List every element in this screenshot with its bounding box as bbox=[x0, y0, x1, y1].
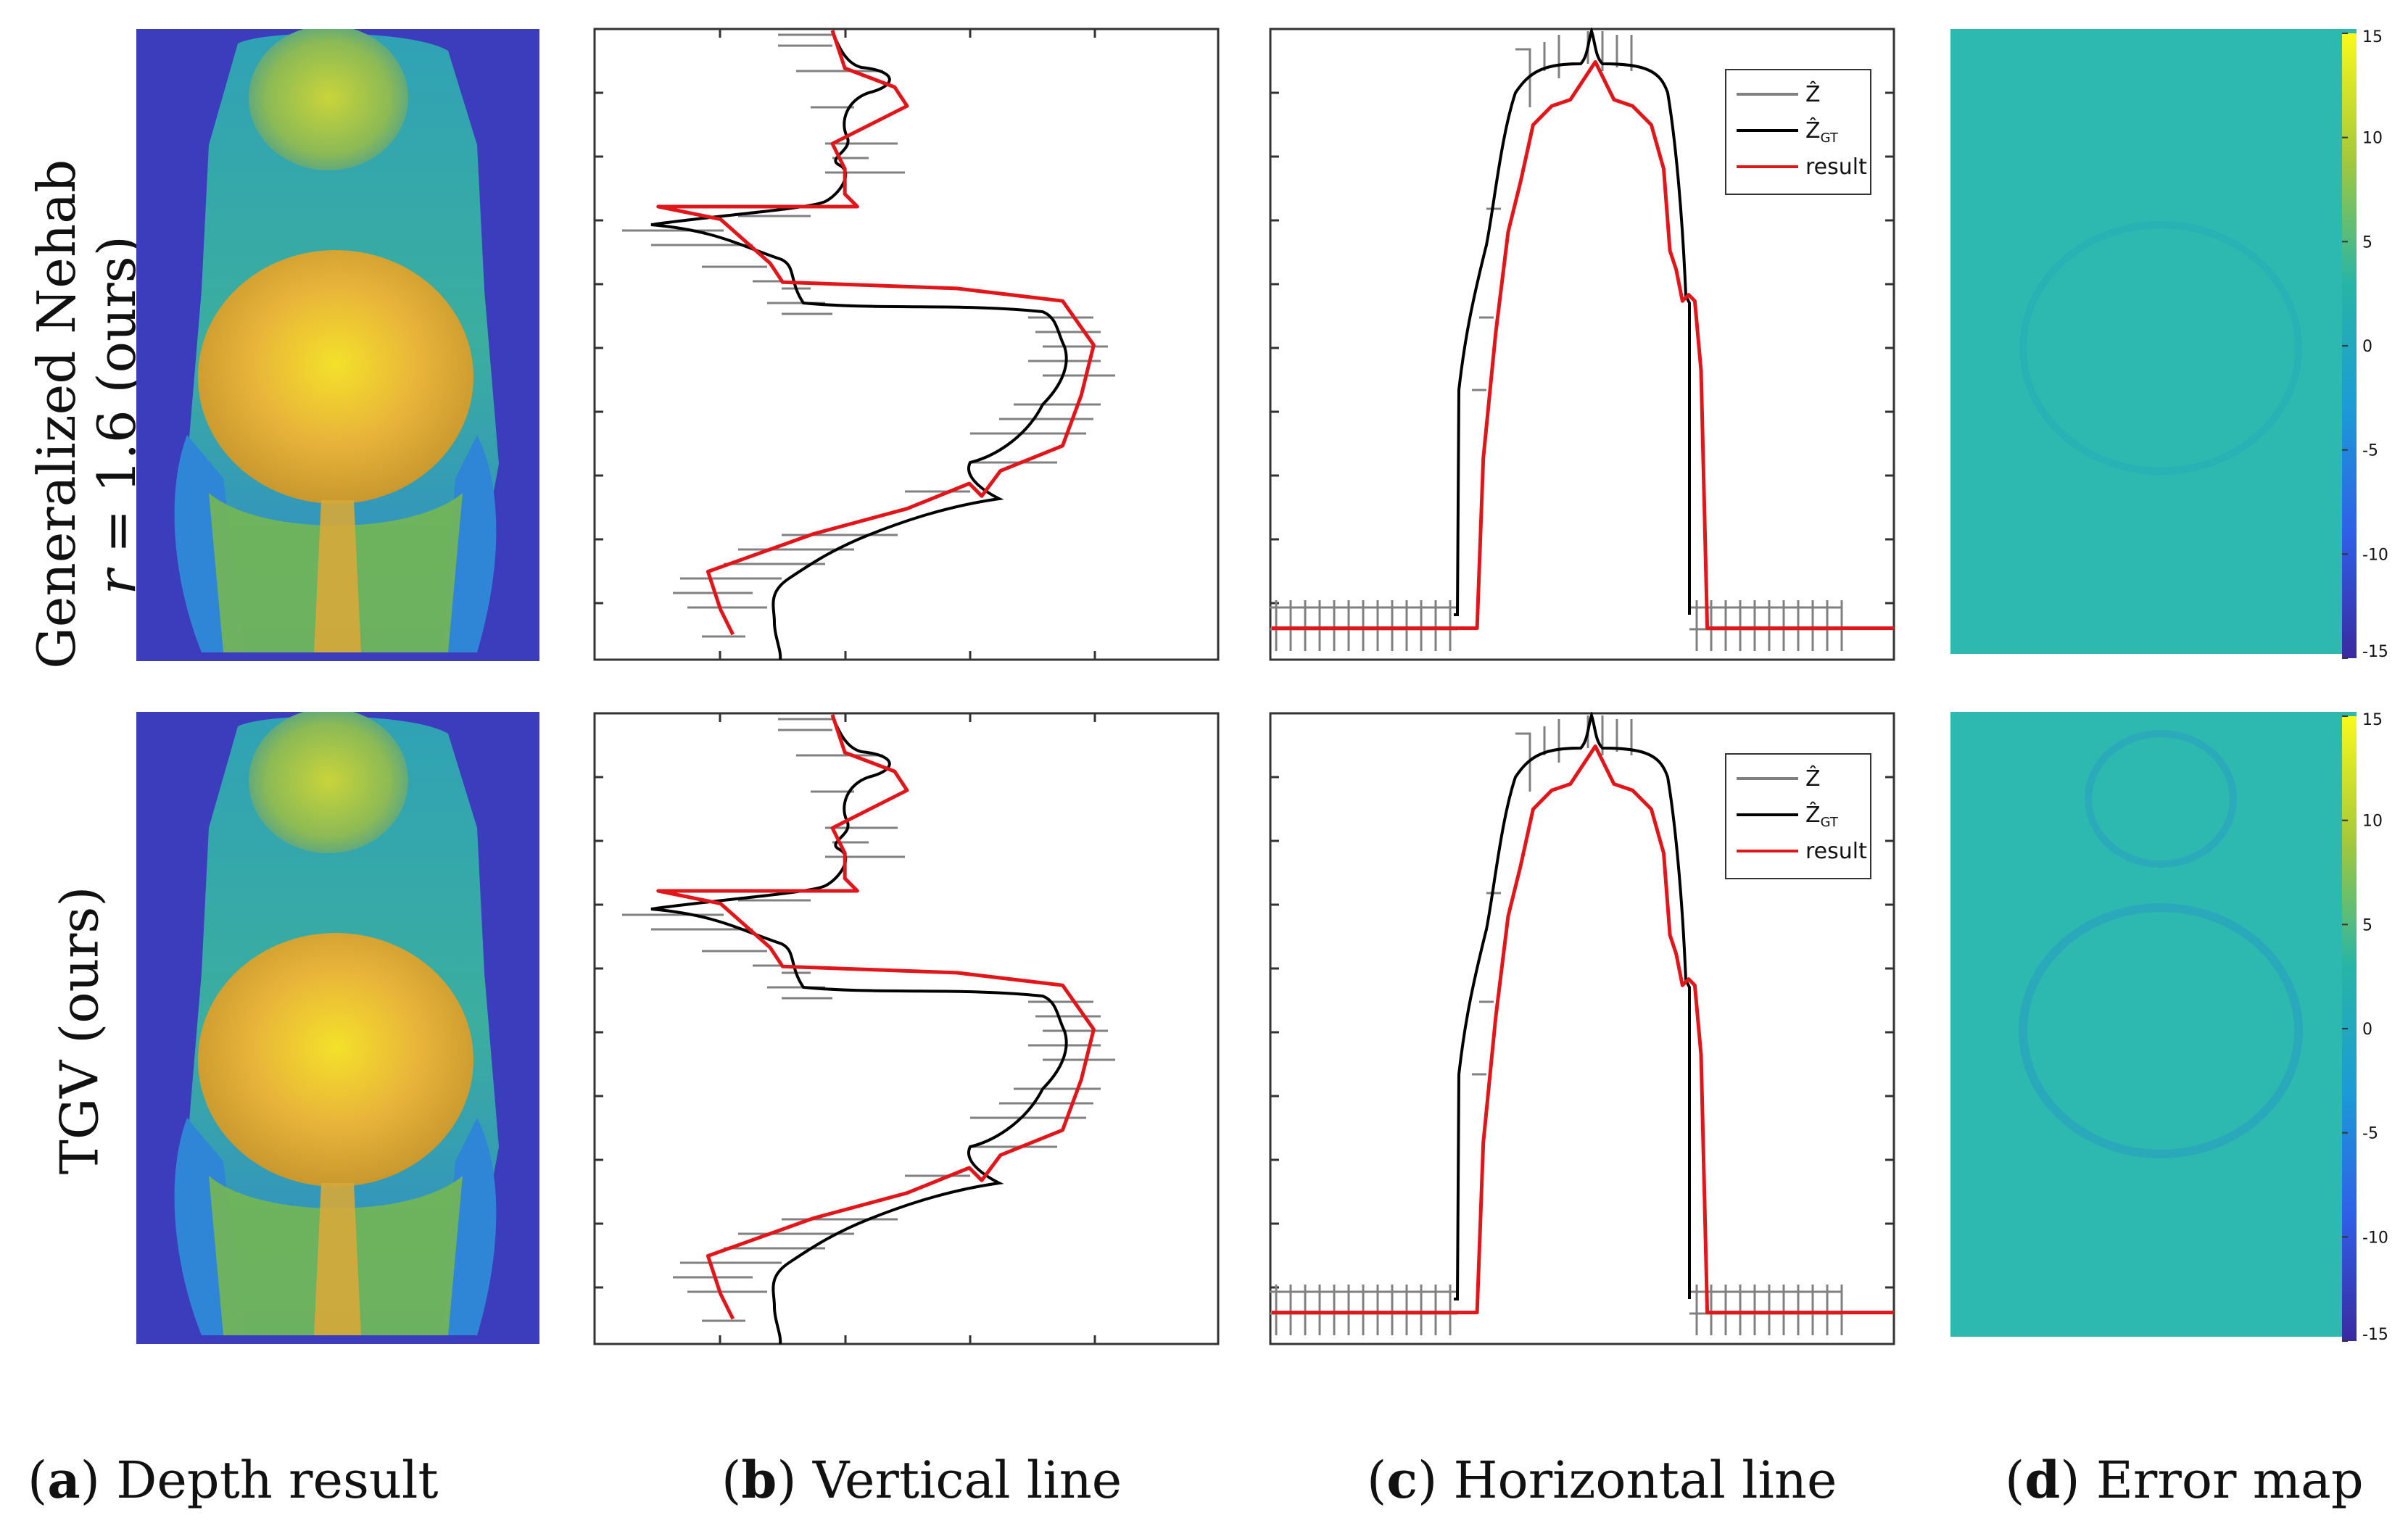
caption-d: (d) Error map bbox=[2005, 1450, 2364, 1510]
colorbar-tick-label: 10 bbox=[2362, 130, 2383, 148]
colorbar-tick-label: 15 bbox=[2362, 712, 2383, 729]
legend-label-result: result bbox=[1805, 839, 1867, 864]
statue-belly bbox=[198, 933, 473, 1187]
colorbar-tick-label: 15 bbox=[2362, 29, 2383, 46]
colorbar-tick-label: 5 bbox=[2362, 916, 2372, 934]
series-gt bbox=[1454, 712, 1691, 1300]
colorbar-tick-label: 0 bbox=[2362, 1021, 2372, 1039]
y-ticks bbox=[1270, 91, 1894, 605]
error-map-texture bbox=[2019, 903, 2303, 1158]
legend: Ẑ ẐGT result bbox=[1725, 753, 1871, 879]
colorbar-tick-label: 5 bbox=[2362, 233, 2372, 252]
colorbar-tick-label: -10 bbox=[2362, 546, 2388, 564]
caption-c-text: Horizontal line bbox=[1453, 1451, 1837, 1510]
row-label-2-line1: TGV (ours) bbox=[49, 886, 110, 1175]
row-label-2: TGV (ours) bbox=[49, 863, 110, 1197]
caption-a: (a) Depth result bbox=[28, 1450, 439, 1510]
error-map-texture bbox=[2019, 221, 2302, 475]
error-map-row2: 15 10 5 0 -5 -10 -15 bbox=[1950, 712, 2388, 1343]
caption-c: (c) Horizontal line bbox=[1367, 1450, 1837, 1510]
caption-c-letter: c bbox=[1386, 1450, 1418, 1510]
legend-label-gt: ẐGT bbox=[1805, 802, 1839, 830]
legend-label-result: result bbox=[1805, 154, 1867, 180]
statue-sides bbox=[174, 435, 497, 652]
horizontal-line-plot-row1: Ẑ ẐGT result bbox=[1269, 28, 1895, 661]
x-ticks bbox=[719, 29, 1096, 660]
caption-b-letter: b bbox=[741, 1450, 777, 1510]
legend: Ẑ ẐGT result bbox=[1725, 69, 1871, 195]
series-result-line bbox=[1272, 59, 1894, 631]
series-result-line bbox=[656, 714, 1096, 1320]
colorbar-tick-label: 10 bbox=[2362, 813, 2383, 831]
row-label-1: Generalized Nehab r = 1.6 (ours) bbox=[26, 159, 147, 669]
y-ticks bbox=[1270, 776, 1894, 1289]
colorbar-ticks: 15 10 5 0 -5 -10 -15 bbox=[2342, 712, 2388, 1343]
horizontal-line-plot-row2: Ẑ ẐGT result bbox=[1269, 712, 1895, 1345]
error-map-texture-head bbox=[2085, 730, 2237, 868]
depth-result-row1 bbox=[136, 29, 539, 661]
colorbar-tick-label: -5 bbox=[2362, 442, 2378, 460]
caption-b: (b) Vertical line bbox=[721, 1450, 1122, 1510]
error-map-row1: 15 10 5 0 -5 -10 -15 bbox=[1950, 29, 2388, 660]
error-map-image bbox=[1950, 712, 2357, 1337]
series-result-line bbox=[656, 30, 1096, 636]
row-label-1-line1: Generalized Nehab bbox=[26, 159, 88, 669]
statue-belly bbox=[198, 250, 473, 504]
colorbar-tick-label: 0 bbox=[2362, 338, 2372, 356]
statue-sides bbox=[174, 1118, 497, 1335]
depth-result-row2 bbox=[136, 712, 539, 1344]
vertical-line-plot-row2 bbox=[593, 712, 1220, 1345]
legend-label-gt-main: Ẑ bbox=[1805, 802, 1821, 828]
caption-d-letter: d bbox=[2024, 1450, 2061, 1510]
series-gt bbox=[1454, 28, 1691, 616]
plot-frame bbox=[593, 712, 1220, 1345]
y-ticks bbox=[595, 776, 603, 1289]
colorbar bbox=[2342, 716, 2357, 1341]
series-noisy bbox=[622, 33, 1115, 638]
series-result-line bbox=[1272, 744, 1894, 1315]
error-map-image bbox=[1950, 29, 2357, 654]
legend-label-gt-main: Ẑ bbox=[1805, 117, 1821, 144]
statue-head bbox=[249, 712, 408, 853]
statue-head bbox=[249, 29, 408, 170]
colorbar-tick-label: -15 bbox=[2362, 643, 2388, 660]
legend-label-gt: ẐGT bbox=[1805, 117, 1839, 146]
legend-label-noisy: Ẑ bbox=[1805, 81, 1821, 107]
colorbar-ticks: 15 10 5 0 -5 -10 -15 bbox=[2342, 29, 2388, 660]
colorbar-tick-label: -5 bbox=[2362, 1125, 2378, 1143]
caption-b-text: Vertical line bbox=[812, 1451, 1122, 1510]
colorbar bbox=[2342, 33, 2357, 658]
vertical-line-plot-row1 bbox=[593, 28, 1220, 661]
caption-a-letter: a bbox=[47, 1450, 80, 1510]
statue-drape bbox=[314, 1183, 361, 1335]
legend-label-gt-sub: GT bbox=[1821, 815, 1839, 830]
legend-label-noisy: Ẑ bbox=[1805, 766, 1821, 792]
caption-a-text: Depth result bbox=[116, 1451, 439, 1510]
colorbar-tick-label: -10 bbox=[2362, 1229, 2388, 1247]
series-noisy bbox=[622, 718, 1115, 1322]
x-ticks bbox=[719, 713, 1096, 1344]
plot-frame bbox=[593, 28, 1220, 661]
legend-label-gt-sub: GT bbox=[1821, 130, 1839, 146]
statue-drape bbox=[314, 500, 361, 652]
colorbar-tick-label: -15 bbox=[2362, 1326, 2388, 1343]
y-ticks bbox=[595, 91, 603, 605]
caption-d-text: Error map bbox=[2095, 1451, 2364, 1510]
